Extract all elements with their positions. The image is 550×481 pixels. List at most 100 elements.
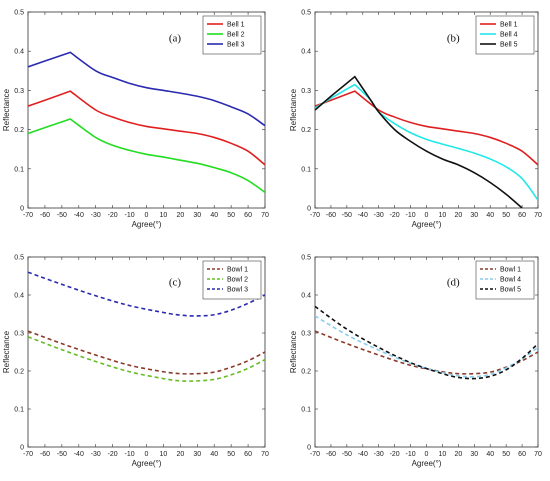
x-tick-label: 10 xyxy=(439,212,447,219)
x-tick-label: -40 xyxy=(358,451,368,458)
x-tick-label: -10 xyxy=(125,212,135,219)
legend-entry: Bell 1 xyxy=(227,22,245,29)
x-tick-label: 60 xyxy=(518,451,526,458)
x-tick-label: -50 xyxy=(342,451,352,458)
x-tick-label: 30 xyxy=(470,451,478,458)
x-axis-label: Agree(°) xyxy=(132,220,162,229)
x-tick-label: 70 xyxy=(261,212,269,219)
x-tick-label: 60 xyxy=(244,451,252,458)
legend-entry: Bowl 1 xyxy=(500,267,521,274)
y-tick-label: 0.5 xyxy=(14,10,24,17)
y-tick-label: 0.3 xyxy=(14,331,24,338)
x-tick-label: -30 xyxy=(91,212,101,219)
y-tick-label: 0 xyxy=(20,445,24,452)
series-line-bell-2 xyxy=(28,118,265,193)
x-tick-label: -70 xyxy=(23,212,33,219)
x-tick-label: 10 xyxy=(439,451,447,458)
x-tick-label: 20 xyxy=(454,212,462,219)
panel-label: (d) xyxy=(447,277,460,289)
x-tick-label: -70 xyxy=(310,451,320,458)
x-tick-label: 70 xyxy=(534,451,542,458)
x-tick-label: -10 xyxy=(406,212,416,219)
legend-box xyxy=(202,15,262,55)
x-tick-label: -50 xyxy=(342,212,352,219)
series-line-bowl-5 xyxy=(315,305,538,380)
legend-entry: Bowl 3 xyxy=(227,287,248,294)
y-axis-label: Reflectance xyxy=(289,88,298,131)
x-tick-label: 10 xyxy=(160,451,168,458)
x-tick-label: -30 xyxy=(374,212,384,219)
chart-panel-1: -70 -60 -50 -40 -30 -20 -10 0 10 20 30 40 50 60 70 0 0.1… xyxy=(2,10,269,230)
legend-box xyxy=(475,15,535,55)
x-tick-label: 20 xyxy=(176,451,184,458)
x-tick-label: -40 xyxy=(74,212,84,219)
x-tick-label: 30 xyxy=(193,212,201,219)
y-axis-label: Reflectance xyxy=(289,330,298,373)
x-axis-label: Agree(°) xyxy=(132,459,162,468)
y-tick-label: 0.2 xyxy=(301,369,311,376)
panel-label: (a) xyxy=(169,32,182,44)
x-tick-label: 70 xyxy=(261,451,269,458)
legend: Bell 1 Bell 2 Bell 3 xyxy=(202,15,262,55)
legend: Bell 1 Bell 4 Bell 5 xyxy=(475,15,535,55)
x-tick-label: 20 xyxy=(176,212,184,219)
legend-entry: Bell 3 xyxy=(227,42,245,49)
x-tick-label: -60 xyxy=(326,451,336,458)
legend-entry: Bowl 5 xyxy=(500,287,521,294)
series-line-bell-5 xyxy=(315,75,523,208)
series-line-bowl-4 xyxy=(315,315,538,378)
x-tick-label: -20 xyxy=(108,212,118,219)
y-tick-label: 0 xyxy=(307,445,311,452)
y-tick-label: 0.1 xyxy=(301,166,311,173)
x-tick-label: -70 xyxy=(23,451,33,458)
x-tick-label: 40 xyxy=(210,451,218,458)
legend-entry: Bell 1 xyxy=(500,22,518,29)
y-tick-label: 0.5 xyxy=(301,10,311,17)
x-tick-label: 10 xyxy=(160,212,168,219)
y-tick-label: 0.4 xyxy=(301,49,311,56)
y-tick-label: 0.1 xyxy=(14,407,24,414)
y-tick-label: 0.4 xyxy=(14,49,24,56)
legend-box xyxy=(475,260,535,300)
x-tick-label: 40 xyxy=(210,212,218,219)
series-line-bell-3 xyxy=(28,51,265,127)
y-tick-label: 0 xyxy=(20,206,24,213)
x-tick-label: -20 xyxy=(108,451,118,458)
x-tick-label: -50 xyxy=(57,451,67,458)
y-tick-label: 0.3 xyxy=(301,88,311,95)
y-tick-label: 0.2 xyxy=(301,127,311,134)
x-tick-label: 40 xyxy=(486,451,494,458)
x-tick-label: -40 xyxy=(74,451,84,458)
y-tick-label: 0.1 xyxy=(14,166,24,173)
legend: Bowl 1 Bowl 4 Bowl 5 xyxy=(475,260,535,300)
y-tick-label: 0.3 xyxy=(14,88,24,95)
x-tick-label: 40 xyxy=(486,212,494,219)
x-tick-label: 30 xyxy=(470,212,478,219)
x-tick-label: -30 xyxy=(374,451,384,458)
legend: Bowl 1 Bowl 2 Bowl 3 xyxy=(202,260,262,300)
x-tick-label: -40 xyxy=(358,212,368,219)
x-axis-label: Agree(°) xyxy=(412,220,442,229)
legend-entry: Bell 4 xyxy=(500,32,518,39)
x-tick-label: -20 xyxy=(390,212,400,219)
x-tick-label: -60 xyxy=(326,212,336,219)
x-tick-label: -10 xyxy=(125,451,135,458)
y-tick-label: 0.5 xyxy=(14,255,24,262)
y-tick-label: 0.4 xyxy=(14,293,24,300)
chart-panel-3: -70 -60 -50 -40 -30 -20 -10 0 10 20 30 40 50 60 70 0 0.1… xyxy=(2,255,269,469)
panel-label: (c) xyxy=(169,277,182,289)
x-tick-label: 30 xyxy=(193,451,201,458)
x-tick-label: 50 xyxy=(502,451,510,458)
x-tick-label: -60 xyxy=(40,451,50,458)
y-axis-label: Reflectance xyxy=(2,88,11,131)
y-tick-label: 0 xyxy=(307,206,311,213)
x-tick-label: 0 xyxy=(145,451,149,458)
y-axis-label: Reflectance xyxy=(2,330,11,373)
x-tick-label: -50 xyxy=(57,212,67,219)
x-tick-label: -10 xyxy=(406,451,416,458)
x-tick-label: 50 xyxy=(227,451,235,458)
x-tick-label: 60 xyxy=(244,212,252,219)
x-tick-label: 0 xyxy=(425,212,429,219)
series-line-bell-1 xyxy=(28,90,265,166)
